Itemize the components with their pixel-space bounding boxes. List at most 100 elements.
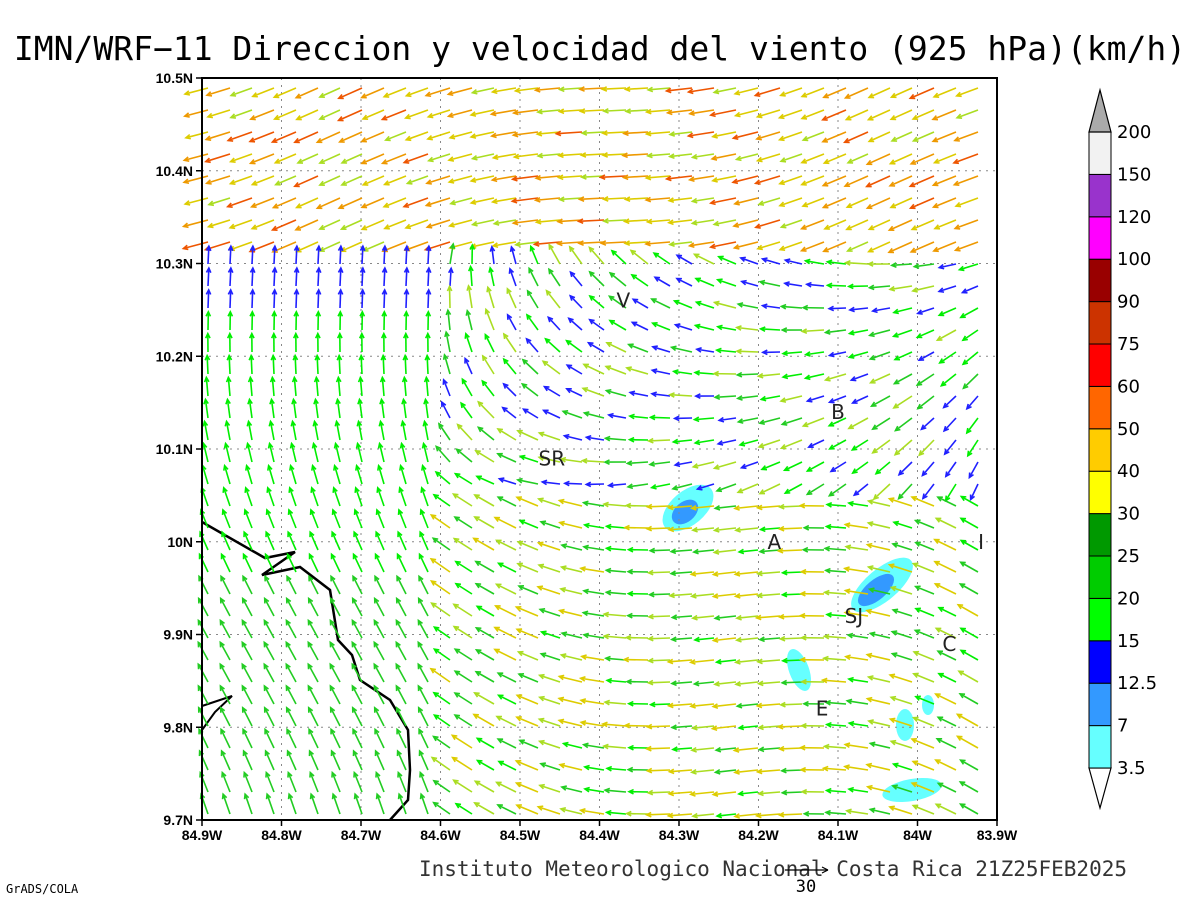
wind-vector-head — [331, 508, 338, 516]
wind-vector-shaft — [341, 241, 363, 252]
wind-vector-head — [351, 640, 357, 648]
wind-vector-shaft — [398, 487, 407, 507]
wind-vector-shaft — [285, 598, 297, 617]
wind-vector-head — [803, 258, 811, 265]
wind-vector-shaft — [563, 742, 583, 749]
wind-vector-head — [287, 508, 294, 516]
wind-vector-head — [455, 448, 462, 455]
wind-vector-shaft — [668, 813, 693, 817]
wind-vector — [426, 109, 451, 119]
wind-vector-head — [318, 180, 325, 186]
wind-vector — [603, 435, 627, 442]
wind-vector — [909, 153, 935, 165]
wind-vector-head — [270, 331, 277, 339]
wind-vector-shaft — [867, 543, 891, 551]
wind-vector-shaft — [851, 439, 869, 451]
wind-vector-head — [376, 486, 382, 493]
wind-vector-head — [361, 246, 369, 252]
wind-vector — [733, 813, 759, 819]
wind-vector — [295, 109, 319, 121]
wind-vector-shaft — [583, 589, 605, 595]
wind-vector-head — [515, 804, 522, 810]
wind-vector-shaft — [580, 109, 605, 113]
wind-vector-head — [955, 113, 963, 119]
wind-vector-head — [716, 440, 724, 446]
wind-vector — [911, 285, 935, 293]
wind-vector-head — [578, 676, 586, 682]
wind-vector-shaft — [438, 423, 451, 441]
wind-vector-shaft — [487, 287, 495, 309]
wind-vector — [183, 109, 209, 118]
wind-vector — [557, 696, 583, 705]
wind-vector — [515, 694, 539, 705]
wind-vector — [287, 508, 297, 529]
wind-vector-shaft — [373, 663, 385, 683]
wind-vector-shaft — [717, 278, 737, 287]
wind-vector-shaft — [647, 153, 671, 157]
wind-vector — [778, 635, 803, 642]
wind-vector-head — [581, 610, 589, 617]
wind-vector-head — [865, 784, 873, 791]
wind-vector-shaft — [197, 642, 209, 661]
wind-vector — [894, 417, 913, 432]
wind-vector-head — [779, 91, 786, 97]
wind-vector — [184, 131, 209, 140]
wind-vector — [889, 739, 913, 749]
wind-vector-shaft — [472, 219, 495, 226]
wind-vector-head — [402, 202, 410, 208]
wind-vector-head — [713, 681, 720, 687]
wind-vector-shaft — [734, 769, 759, 774]
wind-vector-shaft — [362, 109, 385, 120]
wind-vector-head — [404, 223, 412, 230]
wind-vector — [914, 541, 935, 551]
wind-vector-head — [351, 706, 358, 713]
wind-vector-shaft — [937, 329, 957, 341]
wind-vector — [936, 716, 957, 727]
wind-vector-shaft — [805, 351, 825, 356]
wind-vector — [734, 636, 759, 643]
wind-vector-shaft — [503, 358, 517, 375]
wind-vector — [581, 387, 605, 397]
wind-vector — [525, 337, 539, 353]
wind-vector-head — [464, 332, 470, 339]
wind-vector-shaft — [330, 553, 341, 573]
wind-vector-head — [494, 583, 502, 589]
wind-vector-head — [447, 178, 455, 184]
wind-vector — [352, 749, 363, 771]
wind-vector — [959, 759, 979, 771]
wind-vector — [417, 618, 429, 639]
wind-vector-shaft — [713, 637, 737, 642]
wind-vector — [311, 463, 319, 485]
wind-vector — [421, 441, 429, 463]
wind-vector-shaft — [420, 793, 429, 815]
wind-vector — [220, 552, 231, 573]
wind-vector-shaft — [417, 663, 429, 683]
wind-vector-shaft — [692, 153, 715, 159]
wind-vector — [286, 749, 297, 771]
wind-vector — [823, 329, 847, 335]
wind-vector — [224, 419, 231, 441]
wind-vector-head — [690, 153, 698, 160]
wind-vector — [582, 363, 605, 375]
wind-vector — [464, 356, 473, 375]
wind-vector-shaft — [606, 389, 627, 397]
wind-vector-head — [224, 419, 231, 427]
wind-vector — [580, 130, 605, 136]
wind-vector — [736, 417, 759, 424]
wind-vector — [265, 792, 275, 815]
wind-vector — [804, 281, 825, 288]
wind-vector-head — [244, 486, 250, 493]
wind-vector — [517, 585, 539, 595]
wind-vector — [708, 109, 737, 118]
wind-vector-head — [653, 276, 661, 282]
wind-vector-shaft — [782, 351, 803, 355]
wind-vector-head — [871, 447, 878, 454]
wind-vector-shaft — [453, 537, 473, 551]
wind-vector-head — [734, 325, 742, 331]
wind-vector-head — [206, 112, 214, 119]
wind-vector — [805, 483, 825, 496]
wind-vector-shaft — [914, 263, 935, 268]
wind-vector-head — [757, 746, 765, 753]
wind-vector-shaft — [208, 219, 231, 228]
wind-vector-shaft — [870, 808, 891, 815]
